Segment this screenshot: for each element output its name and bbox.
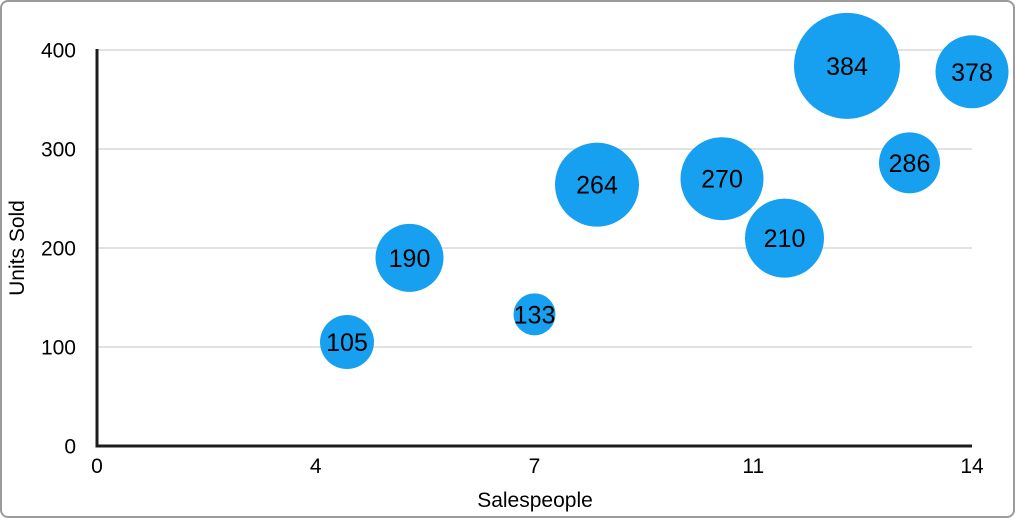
axes	[95, 49, 972, 448]
bubble	[935, 35, 1009, 109]
y-axis-title: Units Sold	[6, 200, 29, 296]
bubble	[879, 132, 940, 194]
bubble-label: 133	[514, 301, 556, 329]
x-tick-label: 14	[960, 455, 984, 478]
y-tick-label: 100	[41, 337, 76, 360]
y-tick-labels: 0 100 200 300 400	[41, 40, 76, 459]
x-tick-label: 0	[91, 455, 103, 478]
x-tick-labels: 0 4 7 11 14	[91, 455, 984, 478]
bubble	[320, 315, 374, 370]
bubble-label: 378	[951, 59, 993, 87]
bubble	[745, 198, 824, 278]
bubble	[680, 137, 764, 221]
bubble-label: 105	[326, 329, 368, 357]
bubble-label: 210	[764, 225, 806, 253]
bubble-label: 270	[701, 166, 743, 194]
bubble	[555, 142, 639, 227]
y-tick-label: 300	[41, 139, 76, 162]
x-tick-label: 7	[529, 455, 541, 478]
bubble	[375, 223, 444, 292]
x-axis-title: Salespeople	[477, 489, 593, 512]
bubble-label: 384	[826, 53, 868, 81]
bubble	[513, 293, 556, 336]
y-tick-label: 0	[64, 436, 76, 459]
bubbles: 105 190 133 264 270 210 384 286 378	[320, 12, 1009, 370]
bubble-label: 286	[889, 150, 931, 178]
bubble-label: 190	[389, 245, 431, 273]
y-tick-label: 400	[41, 40, 76, 63]
bubble	[794, 12, 900, 119]
x-tick-label: 4	[310, 455, 322, 478]
y-tick-label: 200	[41, 238, 76, 261]
x-tick-label: 11	[742, 455, 764, 478]
bubble-label: 264	[576, 172, 618, 200]
